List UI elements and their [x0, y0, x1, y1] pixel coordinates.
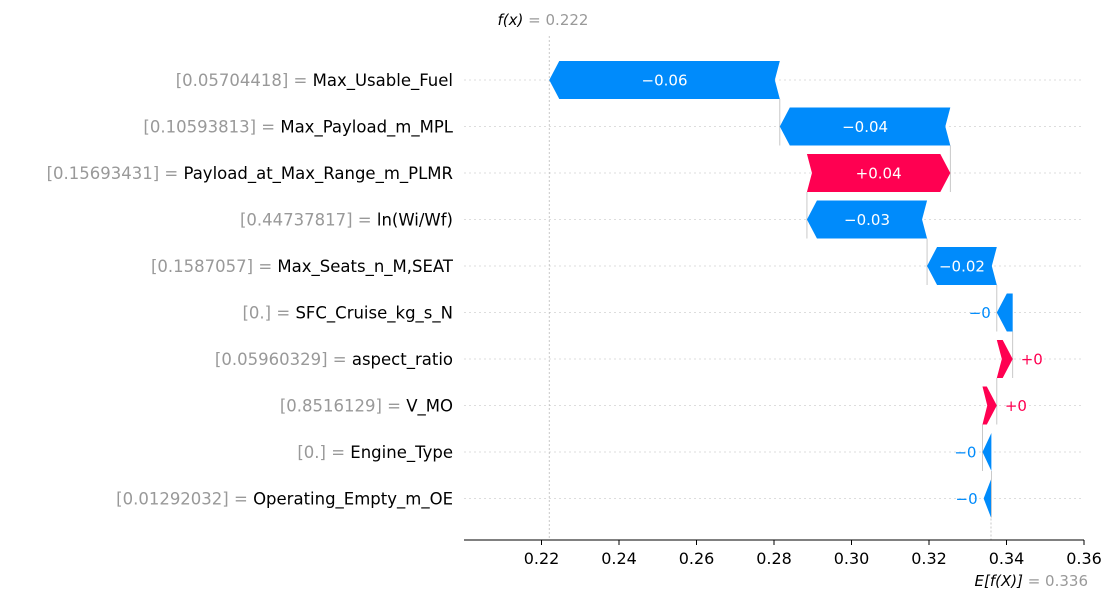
feature-label: [0.05704418] = Max_Usable_Fuel: [176, 71, 453, 91]
efx-label: E[f(X)]: [975, 572, 1024, 590]
efx-value: = 0.336: [1023, 572, 1088, 590]
feature-value: [0.1587057] =: [151, 257, 277, 276]
bar-value-label: −0: [954, 444, 976, 462]
fx-value: = 0.222: [523, 11, 588, 29]
feature-name: Operating_Empty_m_OE: [253, 490, 453, 510]
feature-value: [0.01292032] =: [116, 490, 253, 509]
x-tick-label: 0.24: [601, 549, 637, 568]
feature-value: [0.8516129] =: [280, 397, 406, 416]
x-tick-label: 0.30: [834, 549, 870, 568]
bar-value-label: −0.03: [844, 211, 890, 229]
efx-footer: E[f(X)] = 0.336: [975, 572, 1089, 590]
negative-bar: [549, 61, 780, 99]
bar-value-label: −0.06: [642, 72, 688, 90]
feature-name: ln(Wi/Wf): [377, 211, 453, 230]
negative-bar: [983, 479, 991, 518]
negative-bar: [996, 293, 1013, 332]
x-tick-label: 0.34: [989, 549, 1025, 568]
x-tick-label: 0.28: [756, 549, 792, 568]
feature-value: [0.05704418] =: [176, 71, 313, 90]
bars: −0.06 −0.04 +0.04 −0.03 −0.02 −0 +0 +0 −0 −0: [549, 61, 1043, 518]
x-tick-label: 0.36: [1066, 549, 1102, 568]
x-axis: 0.22 0.24 0.26 0.28 0.30 0.32 0.34 0.36: [464, 539, 1102, 568]
feature-label: [0.44737817] = ln(Wi/Wf): [240, 211, 453, 230]
feature-label: [0.1587057] = Max_Seats_n_M,SEAT: [151, 257, 454, 277]
feature-labels: [0.05704418] = Max_Usable_Fuel [0.1059381…: [47, 71, 454, 510]
feature-value: [0.15693431] =: [47, 164, 184, 183]
feature-name: V_MO: [406, 397, 453, 417]
feature-name: Payload_at_Max_Range_m_PLMR: [183, 164, 453, 184]
bar-value-label: −0: [956, 490, 978, 508]
bar-value-label: −0.04: [842, 118, 888, 136]
feature-value: [0.10593813] =: [143, 118, 280, 137]
bar-value-label: +0: [1005, 397, 1027, 415]
feature-label: [0.] = SFC_Cruise_kg_s_N: [243, 304, 454, 324]
feature-label: [0.01292032] = Operating_Empty_m_OE: [116, 490, 453, 510]
positive-bar: [996, 340, 1013, 378]
guide-lines: [548, 36, 1014, 540]
feature-label: [0.] = Engine_Type: [297, 443, 453, 463]
feature-value: [0.44737817] =: [240, 211, 377, 230]
feature-label: [0.8516129] = V_MO: [280, 397, 453, 417]
bar-value-label: −0: [969, 304, 991, 322]
feature-name: aspect_ratio: [352, 350, 453, 370]
feature-label: [0.10593813] = Max_Payload_m_MPL: [143, 118, 453, 138]
feature-name: Max_Seats_n_M,SEAT: [277, 257, 454, 277]
negative-bar: [779, 107, 951, 146]
negative-bar: [806, 200, 928, 239]
feature-name: Max_Payload_m_MPL: [280, 118, 453, 138]
feature-name: Max_Usable_Fuel: [313, 71, 453, 91]
feature-value: [0.] =: [297, 443, 350, 462]
bar-value-label: +0.04: [856, 165, 902, 183]
x-tick-label: 0.32: [911, 549, 947, 568]
negative-bar: [927, 247, 997, 285]
bar-value-label: −0.02: [939, 258, 985, 276]
feature-value: [0.] =: [243, 304, 296, 323]
positive-bar: [806, 154, 951, 192]
feature-value: [0.05960329] =: [215, 350, 352, 369]
positive-bar: [982, 386, 997, 425]
x-tick-label: 0.22: [524, 549, 560, 568]
feature-label: [0.05960329] = aspect_ratio: [215, 350, 453, 370]
negative-bar: [982, 433, 992, 471]
bar-value-label: +0: [1021, 351, 1043, 369]
fx-label: f(x): [498, 11, 524, 29]
feature-label: [0.15693431] = Payload_at_Max_Range_m_PL…: [47, 164, 453, 184]
feature-name: SFC_Cruise_kg_s_N: [295, 304, 453, 324]
feature-name: Engine_Type: [350, 443, 453, 463]
fx-header: f(x) = 0.222: [498, 11, 589, 29]
x-tick-label: 0.26: [679, 549, 715, 568]
